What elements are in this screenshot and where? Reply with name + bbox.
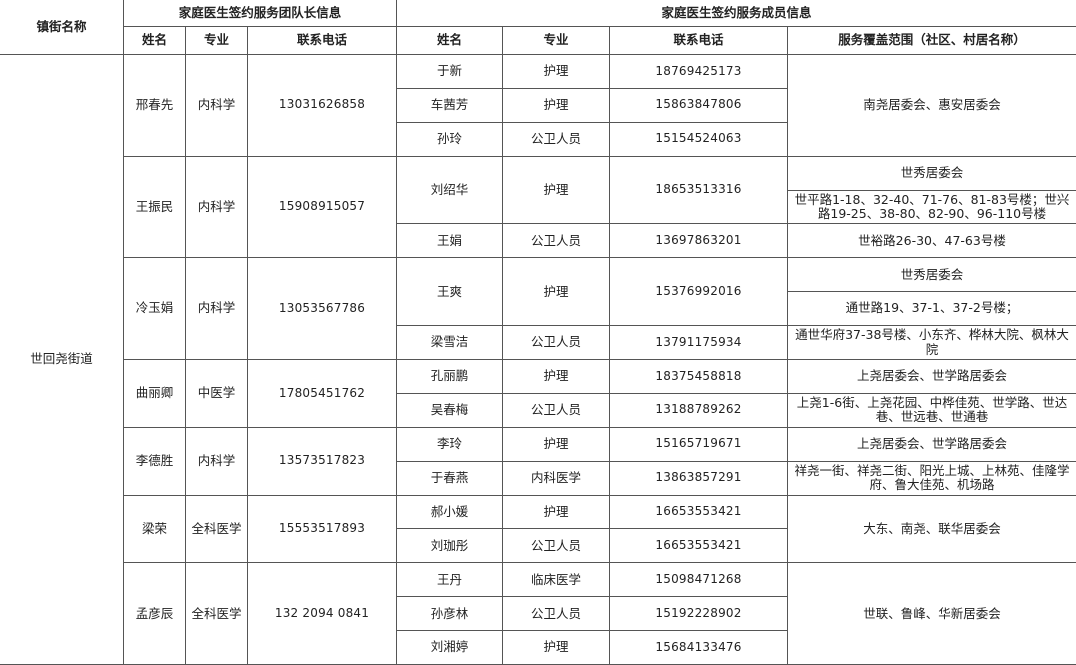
leader-phone: 15553517893	[248, 495, 397, 564]
member-specialty: 公卫人员	[503, 122, 610, 157]
member-phone: 16653553421	[610, 529, 788, 564]
member-phone: 15192228902	[610, 597, 788, 632]
header-member-group: 家庭医生签约服务成员信息	[397, 0, 1076, 27]
service-area: 通世路19、37-1、37-2号楼；	[788, 292, 1076, 327]
leader-specialty: 内科学	[186, 55, 248, 157]
member-specialty: 护理	[503, 427, 610, 462]
member-phone: 18375458818	[610, 360, 788, 394]
member-phone: 18769425173	[610, 55, 788, 89]
member-specialty: 护理	[503, 88, 610, 123]
member-phone: 15154524063	[610, 122, 788, 157]
member-specialty: 公卫人员	[503, 393, 610, 428]
member-phone: 13791175934	[610, 326, 788, 361]
member-phone: 15863847806	[610, 88, 788, 123]
member-name: 孔丽鹏	[397, 360, 503, 394]
town-name: 世回尧街道	[0, 55, 124, 665]
member-phone: 18653513316	[610, 156, 788, 225]
service-area: 上尧1-6街、上尧花园、中桦佳苑、世学路、世达巷、世远巷、世通巷	[788, 394, 1076, 428]
leader-name: 梁荣	[124, 495, 186, 564]
header-member-phone: 联系电话	[610, 27, 788, 55]
header-member-name: 姓名	[397, 27, 503, 55]
service-area: 上尧居委会、世学路居委会	[788, 360, 1076, 394]
member-specialty: 公卫人员	[503, 597, 610, 632]
member-phone: 13188789262	[610, 393, 788, 428]
leader-phone: 132 2094 0841	[248, 563, 397, 665]
leader-phone: 17805451762	[248, 360, 397, 428]
member-phone: 15165719671	[610, 427, 788, 462]
leader-name: 李德胜	[124, 427, 186, 496]
member-phone: 15098471268	[610, 563, 788, 598]
member-phone: 13697863201	[610, 224, 788, 259]
service-area: 南尧居委会、惠安居委会	[788, 55, 1076, 157]
leader-specialty: 内科学	[186, 427, 248, 496]
service-area: 大东、南尧、联华居委会	[788, 496, 1076, 564]
member-specialty: 临床医学	[503, 563, 610, 598]
member-specialty: 公卫人员	[503, 224, 610, 259]
leader-specialty: 内科学	[186, 258, 248, 361]
member-name: 于春燕	[397, 461, 503, 496]
service-area: 通世华府37-38号楼、小东齐、桦林大院、枫林大院	[788, 326, 1076, 361]
service-area: 上尧居委会、世学路居委会	[788, 428, 1076, 462]
leader-specialty: 全科医学	[186, 495, 248, 564]
leader-specialty: 中医学	[186, 360, 248, 428]
member-name: 刘珈彤	[397, 529, 503, 564]
leader-name: 邢春先	[124, 55, 186, 157]
member-specialty: 护理	[503, 55, 610, 89]
member-name: 郝小媛	[397, 495, 503, 530]
header-leader-name: 姓名	[124, 27, 186, 55]
member-name: 刘湘婷	[397, 631, 503, 665]
member-specialty: 公卫人员	[503, 326, 610, 361]
member-specialty: 护理	[503, 258, 610, 327]
member-name: 车茜芳	[397, 88, 503, 123]
member-name: 王丹	[397, 563, 503, 598]
member-name: 孙彦林	[397, 597, 503, 632]
service-area: 祥尧一街、祥尧二街、阳光上城、上林苑、佳隆学府、鲁大佳苑、机场路	[788, 462, 1076, 496]
member-name: 孙玲	[397, 122, 503, 157]
member-name: 刘绍华	[397, 156, 503, 225]
leader-specialty: 全科医学	[186, 563, 248, 665]
member-specialty: 护理	[503, 156, 610, 225]
header-member-specialty: 专业	[503, 27, 610, 55]
service-area: 世联、鲁峰、华新居委会	[788, 563, 1076, 665]
header-leader-phone: 联系电话	[248, 27, 397, 55]
member-specialty: 公卫人员	[503, 529, 610, 564]
service-area: 世平路1-18、32-40、71-76、81-83号楼；世兴路19-25、38-…	[788, 191, 1076, 225]
member-specialty: 内科医学	[503, 461, 610, 496]
leader-name: 冷玉娟	[124, 258, 186, 361]
leader-phone: 13031626858	[248, 55, 397, 157]
member-name: 吴春梅	[397, 393, 503, 428]
member-specialty: 护理	[503, 360, 610, 394]
member-specialty: 护理	[503, 495, 610, 530]
member-phone: 15376992016	[610, 258, 788, 327]
member-phone: 13863857291	[610, 461, 788, 496]
member-name: 梁雪洁	[397, 326, 503, 361]
member-phone: 16653553421	[610, 495, 788, 530]
member-name: 王爽	[397, 258, 503, 327]
member-name: 李玲	[397, 427, 503, 462]
header-town: 镇街名称	[0, 0, 124, 55]
service-area: 世裕路26-30、47-63号楼	[788, 224, 1076, 259]
leader-name: 孟彦辰	[124, 563, 186, 665]
leader-phone: 13573517823	[248, 427, 397, 496]
member-name: 王娟	[397, 224, 503, 259]
leader-phone: 13053567786	[248, 258, 397, 361]
member-name: 于新	[397, 55, 503, 89]
header-leader-group: 家庭医生签约服务团队长信息	[124, 0, 397, 27]
service-area: 世秀居委会	[788, 258, 1076, 293]
leader-name: 曲丽卿	[124, 360, 186, 428]
service-area: 世秀居委会	[788, 157, 1076, 191]
leader-phone: 15908915057	[248, 156, 397, 259]
header-leader-specialty: 专业	[186, 27, 248, 55]
leader-specialty: 内科学	[186, 156, 248, 259]
leader-name: 王振民	[124, 156, 186, 259]
member-specialty: 护理	[503, 631, 610, 665]
header-service-area: 服务覆盖范围（社区、村居名称）	[788, 27, 1076, 55]
member-phone: 15684133476	[610, 631, 788, 665]
